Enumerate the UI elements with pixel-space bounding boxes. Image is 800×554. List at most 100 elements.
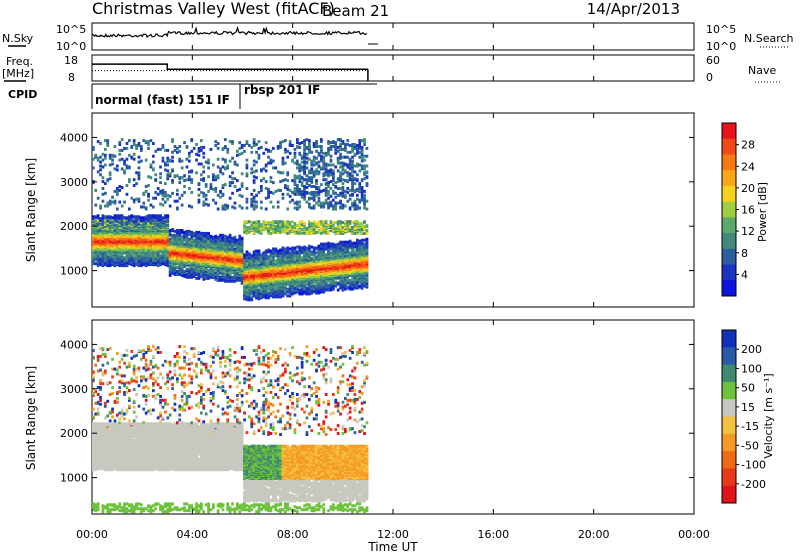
power-cell [132, 217, 136, 221]
power-cell [296, 206, 299, 210]
power-cell [293, 182, 297, 186]
power-cell [272, 146, 275, 150]
power-cell [296, 254, 299, 258]
power-cell [140, 216, 143, 220]
power-cell [132, 178, 136, 182]
power-cell [224, 206, 227, 210]
power-cell [221, 233, 225, 237]
power-cell [204, 193, 208, 197]
power-cell [233, 271, 237, 274]
power-cell [240, 194, 244, 198]
power-cell [188, 154, 191, 158]
power-cell [286, 246, 290, 250]
power-cell [123, 216, 126, 220]
power-cell [204, 185, 208, 188]
power-cell [279, 171, 282, 175]
power-cell [156, 229, 160, 232]
power-cell [317, 164, 321, 168]
power-cell [310, 180, 314, 184]
power-cell [118, 252, 122, 256]
power-cell [245, 220, 249, 224]
power-cell [298, 187, 302, 191]
power-cell [94, 215, 98, 219]
power-cell [99, 229, 102, 232]
power-cell [231, 205, 234, 209]
power-cell [168, 204, 172, 208]
power-cell [274, 247, 278, 251]
power-cell [212, 178, 215, 182]
power-cell [238, 239, 242, 243]
power-cell [200, 178, 203, 182]
power-cell [245, 206, 249, 210]
power-cell [171, 179, 174, 183]
power-cell [238, 146, 242, 150]
power-cell [130, 260, 134, 264]
power-cell [255, 204, 258, 208]
power-cell [308, 169, 311, 173]
power-cell [305, 250, 309, 254]
power-cell [264, 180, 268, 184]
power-cell [152, 167, 155, 171]
power-cell [224, 237, 227, 241]
power-cell [231, 171, 234, 175]
power-cell [298, 204, 302, 208]
power-cell [228, 196, 232, 200]
power-cell [144, 252, 148, 256]
power-cell [296, 159, 299, 163]
power-cell [303, 284, 306, 288]
freq-panel: Freq. [MHz] 18 8 Nave 60 0 [2, 54, 780, 84]
power-cell [293, 249, 297, 253]
power-cell [267, 189, 270, 193]
power-cell [312, 155, 316, 159]
power-cell [305, 145, 309, 149]
power-cell [221, 172, 225, 176]
power-cell [159, 214, 162, 218]
power-cell [171, 191, 174, 195]
power-cell [245, 163, 249, 167]
power-cell [293, 161, 297, 165]
power-cell [293, 286, 297, 290]
power-cell [224, 138, 227, 142]
power-cell [185, 157, 189, 161]
power-cell [147, 253, 150, 257]
power-cell [267, 259, 270, 263]
power-cell [130, 255, 134, 259]
power-cell [188, 187, 191, 190]
nave-tick-high: 60 [706, 54, 720, 67]
power-cell [140, 253, 143, 257]
power-cell [185, 237, 189, 241]
power-cell [315, 156, 318, 160]
power-cell [248, 220, 251, 224]
power-cell [308, 230, 311, 234]
nsearch-tick-low: 10^0 [706, 40, 736, 53]
power-cell [116, 259, 119, 263]
power-cell [243, 295, 246, 299]
power-cell [288, 255, 292, 259]
power-cell [156, 256, 160, 260]
power-cell [320, 220, 323, 224]
power-cell [137, 142, 141, 145]
power-cell [300, 195, 304, 199]
power-cell [140, 205, 143, 209]
power-cell [101, 252, 105, 256]
power-cell [159, 257, 162, 261]
power-cell [310, 206, 314, 210]
power-cell [303, 230, 306, 234]
power-cell [320, 205, 323, 209]
power-cell [92, 166, 95, 170]
power-cell [231, 236, 234, 240]
power-cell [257, 258, 261, 262]
power-cell [276, 251, 280, 255]
power-cell [267, 221, 270, 225]
power-cell [106, 141, 110, 145]
power-cell [190, 230, 194, 234]
power-cell [209, 234, 213, 238]
power-cell [264, 226, 268, 229]
power-cell [212, 163, 215, 167]
power-cell [125, 142, 129, 145]
power-cell [298, 249, 302, 253]
power-cell [135, 215, 138, 219]
power-cell [94, 262, 98, 266]
power-cell [312, 173, 316, 177]
nsky-panel: N.Sky 10^5 10^0 N.Search 10^5 10^0 [2, 22, 794, 53]
